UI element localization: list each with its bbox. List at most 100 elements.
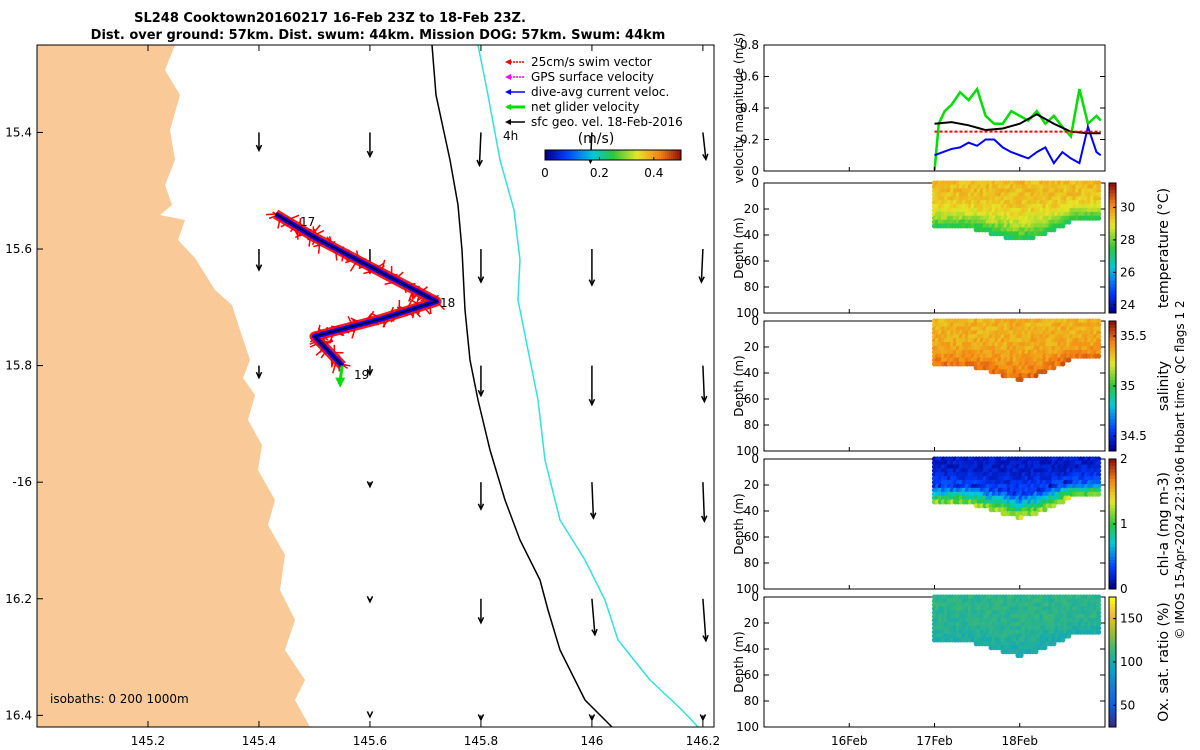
- profile-colorbar-label: salinity: [1156, 361, 1172, 411]
- profile-colorbar-cell: [1109, 720, 1116, 725]
- profile-cell: [1096, 625, 1102, 631]
- colorbar-cell: [549, 150, 552, 160]
- profile-colorbar-cell: [1109, 283, 1116, 288]
- current-arrow: [255, 249, 263, 272]
- current-arrow: [366, 365, 374, 377]
- profile-colorbar-cell: [1109, 563, 1116, 567]
- profile-y-label: Depth (m): [732, 493, 746, 554]
- velocity-y-label: velocity magnitude (m/s): [732, 33, 746, 184]
- profile-colorbar-cell: [1109, 434, 1116, 439]
- current-arrow: [366, 596, 374, 604]
- velocity-series-dive: [934, 123, 1102, 165]
- profile-colorbar-cell: [1109, 274, 1116, 278]
- profile-colorbar-cell: [1109, 421, 1116, 426]
- profile-colorbar-cell: [1109, 324, 1116, 328]
- profile-cell: [1030, 235, 1036, 241]
- profile-colorbar-cell: [1109, 636, 1116, 640]
- profile-colorbar-cell: [1109, 183, 1116, 187]
- profile-cell: [1096, 207, 1102, 213]
- profile-cell: [1096, 613, 1102, 620]
- profile-colorbar-cell: [1109, 472, 1116, 476]
- colorbar-cell: [563, 150, 566, 160]
- profile-cell: [1096, 337, 1102, 344]
- profile-colorbar-cell: [1109, 360, 1116, 364]
- profile-colorbar-tick-label: 35: [1120, 379, 1135, 393]
- map-y-tick-label: 15.6: [5, 242, 32, 256]
- profile-colorbar-cell: [1109, 527, 1116, 531]
- map-x-tick-label: 145.6: [353, 734, 387, 748]
- profile-colorbar-cell: [1109, 582, 1116, 587]
- profile-colorbar-cell: [1109, 600, 1116, 604]
- land-mass: [37, 45, 310, 727]
- colorbar-cell: [653, 150, 656, 160]
- profile-colorbar-cell: [1109, 623, 1116, 627]
- colorbar-cell: [669, 150, 672, 160]
- profile-cell: [1096, 617, 1102, 624]
- profile-colorbar-cell: [1109, 468, 1116, 473]
- profile-panel-1: 0 20 40 60 80 100 Depth (m) 34.5 35 35.5 salinity: [732, 314, 1172, 458]
- profile-cell: [1096, 180, 1102, 186]
- profile-colorbar-cell: [1109, 363, 1116, 367]
- profile-colorbar-cell: [1109, 238, 1116, 242]
- current-arrow: [699, 714, 707, 722]
- profile-colorbar-cell: [1109, 459, 1116, 463]
- profile-cell: [1096, 468, 1102, 474]
- map-y-tick-label: 16.4: [5, 708, 32, 722]
- profile-colorbar-cell: [1109, 681, 1116, 686]
- colorbar-cell: [547, 150, 550, 160]
- profile-colorbar-cell: [1109, 251, 1116, 255]
- profile-colorbar-cell: [1109, 428, 1116, 432]
- profile-cell: [1096, 326, 1102, 332]
- profile-y-tick-label: 40: [744, 642, 759, 656]
- profile-cell: [1096, 192, 1102, 198]
- net-velocity-arrowhead: [335, 377, 346, 388]
- profile-colorbar-cell: [1109, 566, 1116, 570]
- profile-colorbar-cell: [1109, 540, 1116, 544]
- profile-cell: [1066, 357, 1072, 363]
- profile-y-tick-label: 60: [744, 668, 759, 682]
- profile-colorbar-cell: [1109, 205, 1116, 210]
- profile-colorbar-cell: [1109, 290, 1116, 294]
- profile-colorbar-cell: [1109, 293, 1116, 298]
- profile-colorbar-cell: [1109, 261, 1116, 265]
- track-line: [275, 213, 439, 367]
- profile-colorbar-cell: [1109, 507, 1116, 512]
- profile-colorbar-cell: [1109, 649, 1116, 653]
- colorbar-cell: [555, 150, 558, 160]
- profile-colorbar-cell: [1109, 675, 1116, 679]
- profile-colorbar-label: Ox. sat. ratio (%): [1156, 602, 1172, 721]
- velocity-y-tick-label: 0.4: [740, 101, 759, 115]
- profile-cell: [1096, 196, 1102, 202]
- profile-cell: [1096, 199, 1102, 206]
- profile-colorbar-cell: [1109, 645, 1116, 650]
- current-arrow: [255, 132, 263, 153]
- colorbar-cell: [631, 150, 634, 160]
- colorbar-cell: [615, 150, 618, 160]
- profile-colorbar-cell: [1109, 337, 1116, 341]
- profile-colorbar-tick-label: 100: [1120, 655, 1143, 669]
- legend-arrowhead: [505, 104, 511, 110]
- credit-line: © IMOS 15-Apr-2024 22:19:06 Hobart time.…: [1173, 300, 1187, 639]
- profile-cell: [1051, 365, 1057, 371]
- map-x-ticks: 145.2 145.4 145.6 145.8 146 146.2: [131, 45, 720, 748]
- current-arrow: [255, 365, 263, 380]
- colorbar-cell: [577, 150, 580, 160]
- title-line-2: Dist. over ground: 57km. Dist. swum: 44k…: [91, 28, 666, 43]
- profile-colorbar-cell: [1109, 215, 1116, 220]
- profile-colorbar-cell: [1109, 309, 1116, 314]
- colorbar-cell: [605, 150, 608, 160]
- colorbar-cell: [575, 150, 578, 160]
- profile-cell: [1066, 633, 1072, 639]
- colorbar-cell: [641, 150, 644, 160]
- colorbar-cell: [557, 150, 560, 160]
- profile-colorbar-cell: [1109, 303, 1116, 307]
- profile-cell: [1096, 479, 1102, 485]
- profile-colorbar-cell: [1109, 520, 1116, 525]
- profile-cell: [1042, 645, 1048, 651]
- profile-colorbar-cell: [1109, 546, 1116, 551]
- profile-colorbar-cell: [1109, 569, 1116, 574]
- legend-arrowhead: [505, 89, 511, 95]
- velocity-frame: [763, 44, 1106, 172]
